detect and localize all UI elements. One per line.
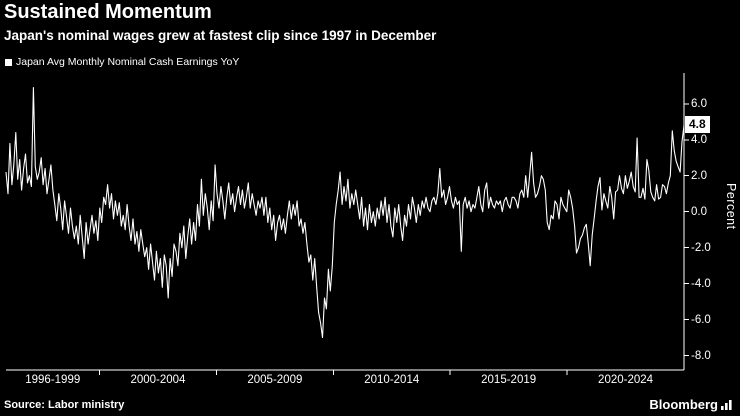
x-tick-label: 1996-1999 xyxy=(25,374,81,386)
bloomberg-logo: Bloomberg xyxy=(649,397,732,412)
y-tick-label: -2.0 xyxy=(691,241,711,254)
x-tick-label: 2010-2014 xyxy=(364,374,420,386)
legend-label: Japan Avg Monthly Nominal Cash Earnings … xyxy=(16,56,240,68)
y-tick-label: 6.0 xyxy=(691,97,707,110)
x-tick-label: 2000-2004 xyxy=(130,374,186,386)
y-axis-title: Percent xyxy=(724,183,738,230)
y-tick-label: -6.0 xyxy=(691,313,711,326)
y-tick-label: 0.0 xyxy=(691,205,707,218)
bloomberg-chart-icon xyxy=(721,400,732,410)
x-tick-label: 2020-2024 xyxy=(598,374,654,386)
chart-subtitle: Japan's nominal wages grew at fastest cl… xyxy=(4,28,437,43)
bloomberg-wordmark: Bloomberg xyxy=(649,397,718,412)
x-tick-label: 2015-2019 xyxy=(481,374,537,386)
x-tick-label: 2005-2009 xyxy=(247,374,303,386)
legend-swatch-icon xyxy=(5,58,12,66)
chart-title: Sustained Momentum xyxy=(4,1,212,23)
legend: Japan Avg Monthly Nominal Cash Earnings … xyxy=(5,56,239,68)
y-tick-label: -8.0 xyxy=(691,349,711,362)
source-note: Source: Labor ministry xyxy=(4,399,125,411)
y-tick-label: 2.0 xyxy=(691,169,707,182)
y-tick-label: -4.0 xyxy=(691,277,711,290)
current-value-badge: 4.8 xyxy=(685,116,710,134)
y-tick-label: 4.0 xyxy=(691,133,707,146)
